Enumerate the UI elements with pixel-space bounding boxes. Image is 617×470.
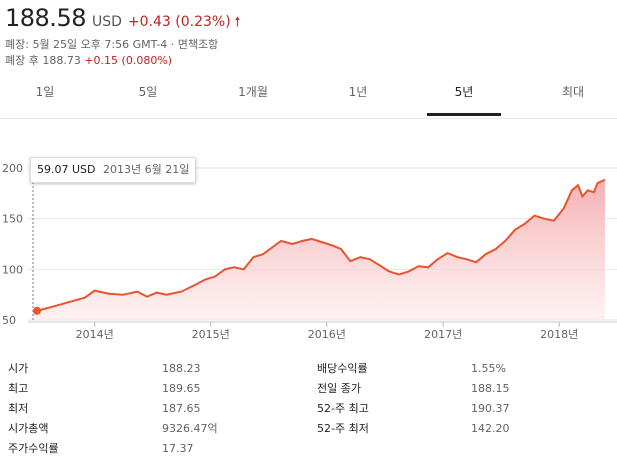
stat-row: 주가수익률 17.37 — [8, 440, 308, 458]
y-tick-label: 150 — [2, 213, 23, 226]
stat-label: 배당수익률 — [317, 362, 368, 375]
tab-1m[interactable]: 1개월 — [238, 85, 268, 99]
stat-label: 최저 — [8, 402, 29, 415]
stat-value: 9326.47억 — [162, 422, 218, 435]
tab-1d[interactable]: 1일 — [35, 85, 55, 99]
close-info: 폐장: 5월 25일 오후 7:56 GMT-4 · 면책조항 — [5, 36, 218, 52]
stat-value: 190.37 — [471, 402, 510, 415]
price-change: +0.43 (0.23%) — [127, 14, 231, 30]
stat-row: 52-주 최고 190.37 — [317, 400, 617, 418]
tab-1y[interactable]: 1년 — [348, 85, 368, 99]
stat-value: 1.55% — [471, 362, 506, 375]
stat-row: 전일 종가 188.15 — [317, 380, 617, 398]
y-tick-label: 100 — [2, 263, 23, 276]
x-tick-label: 2018년 — [540, 328, 578, 341]
stat-value: 189.65 — [162, 382, 201, 395]
x-tick-label: 2017년 — [424, 328, 462, 341]
stat-row: 52-주 최저 142.20 — [317, 420, 617, 438]
stat-value: 188.15 — [471, 382, 510, 395]
stat-label: 시가총액 — [8, 422, 49, 435]
stat-label: 52-주 최고 — [317, 402, 369, 415]
after-hours-label: 폐장 후 188.73 — [5, 54, 81, 67]
stat-row: 시가 188.23 — [8, 360, 308, 378]
stat-row: 시가총액 9326.47억 — [8, 420, 308, 438]
range-tabs: 1일 5일 1개월 1년 5년 최대 — [0, 72, 617, 118]
tabs-divider — [0, 118, 617, 119]
chart-tooltip: 59.07 USD 2013년 6월 21일 — [30, 157, 197, 183]
y-tick-label: 50 — [2, 314, 16, 327]
stat-row: 최고 189.65 — [8, 380, 308, 398]
y-tick-label: 200 — [2, 162, 23, 175]
after-hours-change: +0.15 (0.080%) — [84, 54, 173, 67]
after-hours: 폐장 후 188.73 +0.15 (0.080%) — [5, 52, 172, 68]
tooltip-value: 59.07 USD — [37, 163, 96, 176]
price-line — [32, 178, 606, 312]
stock-price: 188.58 — [5, 4, 86, 32]
stat-label: 시가 — [8, 362, 29, 375]
x-tick-label: 2014년 — [76, 328, 114, 341]
stat-label: 52-주 최저 — [317, 422, 369, 435]
x-tick-label: 2015년 — [192, 328, 230, 341]
tooltip-date: 2013년 6월 21일 — [103, 163, 190, 176]
stat-row: 배당수익률 1.55% — [317, 360, 617, 378]
x-tick-label: 2016년 — [308, 328, 346, 341]
arrow-up-icon: 🠕 — [234, 15, 241, 30]
tooltip-dot — [33, 306, 41, 315]
stat-value: 17.37 — [162, 442, 194, 455]
stat-label: 주가수익률 — [8, 442, 59, 455]
stat-value: 188.23 — [162, 362, 201, 375]
stat-label: 최고 — [8, 382, 29, 395]
stat-value: 142.20 — [471, 422, 510, 435]
price-area — [33, 179, 605, 320]
tab-5d[interactable]: 5일 — [138, 85, 158, 99]
stat-value: 187.65 — [162, 402, 201, 415]
price-chart[interactable]: 50 100 150 200 2014년 2015년 2016년 2017년 2018년 — [0, 150, 617, 350]
stat-label: 전일 종가 — [317, 382, 361, 395]
quote-header: 188.58 USD +0.43 (0.23%) 🠕 — [5, 4, 240, 32]
tab-max[interactable]: 최대 — [561, 85, 585, 99]
close-line: 폐장: 5월 25일 오후 7:56 GMT-4 · 면책조항 — [5, 38, 219, 51]
currency-label: USD — [91, 14, 122, 30]
tab-5y[interactable]: 5년 — [427, 72, 501, 116]
stat-row: 최저 187.65 — [8, 400, 308, 418]
